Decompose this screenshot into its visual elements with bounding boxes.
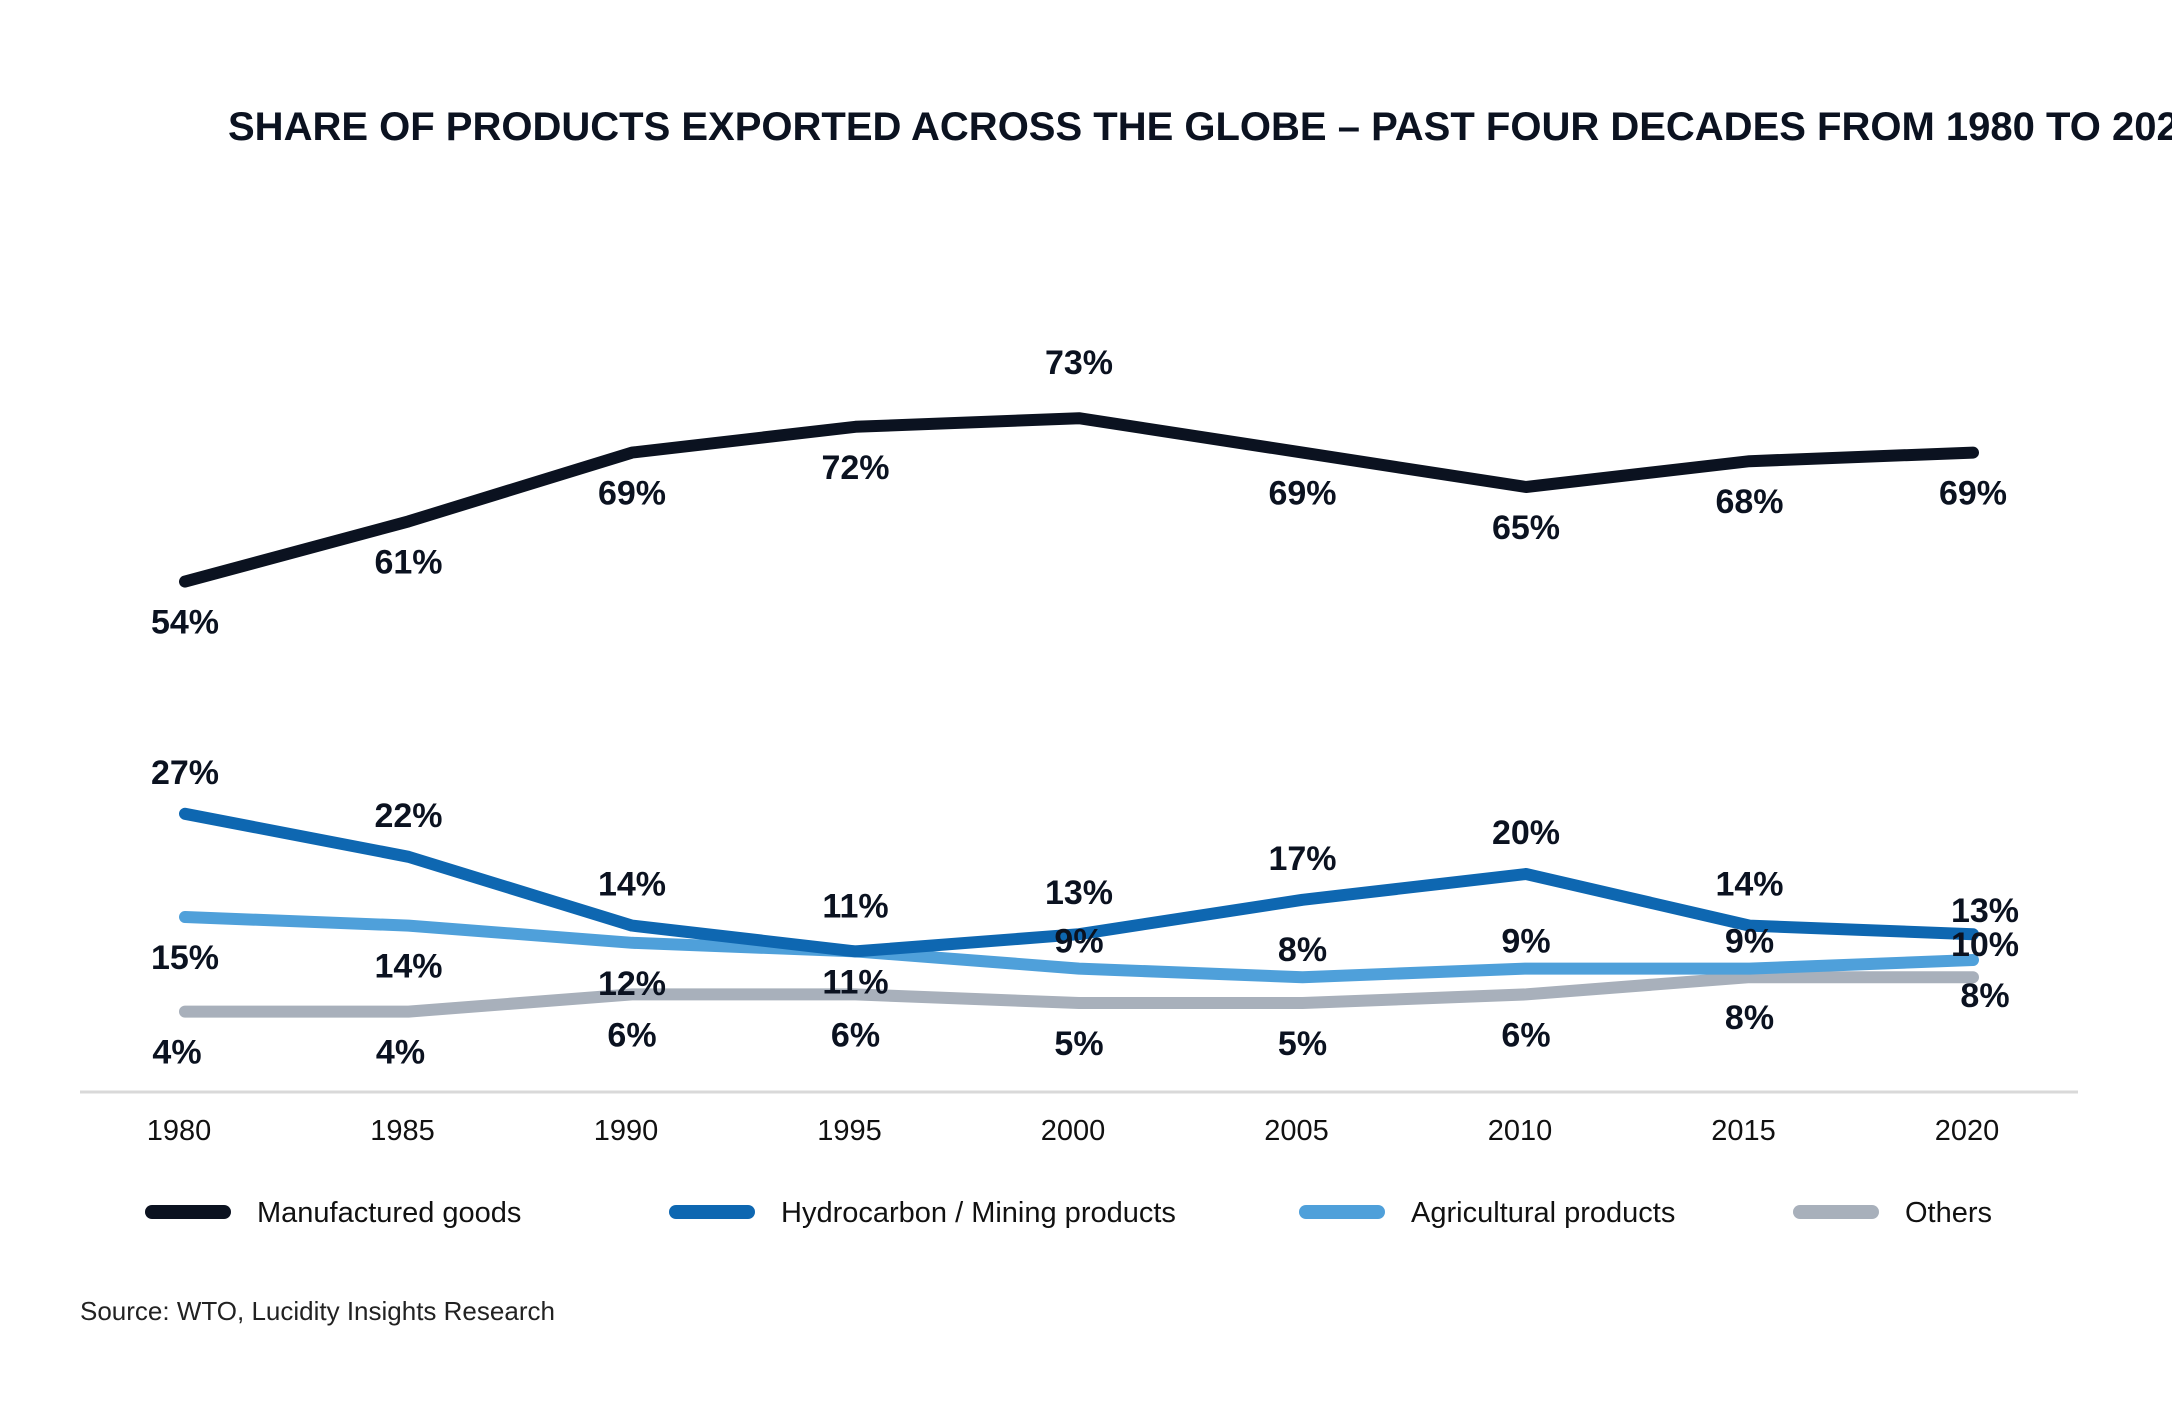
x-tick-label-2005: 2005 xyxy=(1264,1115,1329,1147)
legend: Manufactured goods Hydrocarbon / Mining p… xyxy=(145,1197,1992,1229)
value-label-manufactured-goods-2010: 65% xyxy=(1492,509,1560,547)
value-label-manufactured-goods-2020: 69% xyxy=(1939,475,2007,513)
value-label-agricultural-products-2015: 9% xyxy=(1725,923,1774,961)
value-labels-layer: 54% 61% 69% 72% 73% 69% 65% 68% 69% 27% 22% 14% 11% 1… xyxy=(151,344,2019,1071)
value-label-hydrocarbon-mining-products-1985: 22% xyxy=(374,797,442,835)
value-label-manufactured-goods-2000: 73% xyxy=(1045,344,1113,382)
value-label-manufactured-goods-1985: 61% xyxy=(374,543,442,581)
value-label-agricultural-products-2000: 9% xyxy=(1054,923,1103,961)
legend-label-agricultural-products: Agricultural products xyxy=(1411,1197,1675,1229)
x-tick-label-1995: 1995 xyxy=(817,1115,882,1147)
x-tick-label-2010: 2010 xyxy=(1488,1115,1553,1147)
legend-label-others: Others xyxy=(1905,1197,1992,1229)
source-note: Source: WTO, Lucidity Insights Research xyxy=(80,1296,555,1326)
value-label-others-2005: 5% xyxy=(1278,1025,1327,1063)
value-label-others-2010: 6% xyxy=(1501,1016,1550,1054)
value-label-others-2000: 5% xyxy=(1054,1025,1103,1063)
value-label-hydrocarbon-mining-products-1990: 14% xyxy=(598,866,666,904)
x-tick-label-2020: 2020 xyxy=(1935,1115,2000,1147)
chart-title: SHARE OF PRODUCTS EXPORTED ACROSS THE GL… xyxy=(228,105,2172,149)
series-line-agricultural-products xyxy=(179,911,1979,984)
value-label-others-1980: 4% xyxy=(152,1034,201,1072)
value-label-manufactured-goods-2015: 68% xyxy=(1715,483,1783,521)
x-tick-label-2000: 2000 xyxy=(1041,1115,1106,1147)
value-label-manufactured-goods-1980: 54% xyxy=(151,604,219,642)
value-label-hydrocarbon-mining-products-2015: 14% xyxy=(1715,866,1783,904)
series-line-hydrocarbon-mining-products xyxy=(179,807,1979,958)
value-label-manufactured-goods-1995: 72% xyxy=(821,449,889,487)
value-label-hydrocarbon-mining-products-2005: 17% xyxy=(1268,840,1336,878)
value-label-hydrocarbon-mining-products-2020: 13% xyxy=(1951,892,2019,930)
x-tick-labels: 1980 1985 1990 1995 2000 2005 2010 2015 2020 xyxy=(147,1115,2000,1147)
value-label-agricultural-products-1985: 14% xyxy=(374,948,442,986)
value-label-hydrocarbon-mining-products-2000: 13% xyxy=(1045,874,1113,912)
legend-label-manufactured-goods: Manufactured goods xyxy=(257,1197,521,1229)
value-label-agricultural-products-2010: 9% xyxy=(1501,923,1550,961)
x-tick-label-1980: 1980 xyxy=(147,1115,212,1147)
value-label-hydrocarbon-mining-products-2010: 20% xyxy=(1492,814,1560,852)
value-label-agricultural-products-2020: 10% xyxy=(1951,926,2019,964)
x-tick-label-2015: 2015 xyxy=(1711,1115,1776,1147)
legend-label-hydrocarbon-mining-products: Hydrocarbon / Mining products xyxy=(781,1197,1176,1229)
value-label-agricultural-products-1980: 15% xyxy=(151,939,219,977)
value-label-agricultural-products-2005: 8% xyxy=(1278,931,1327,969)
value-label-agricultural-products-1990: 12% xyxy=(598,965,666,1003)
series-line-others xyxy=(179,971,1979,1018)
value-label-agricultural-products-1995: 11% xyxy=(822,963,888,1001)
series-layer xyxy=(179,412,1979,1018)
value-label-hydrocarbon-mining-products-1980: 27% xyxy=(151,754,219,792)
value-label-manufactured-goods-1990: 69% xyxy=(598,475,666,513)
value-label-others-2020: 8% xyxy=(1960,977,2009,1015)
x-tick-label-1985: 1985 xyxy=(370,1115,435,1147)
value-label-manufactured-goods-2005: 69% xyxy=(1268,475,1336,513)
series-line-manufactured-goods xyxy=(179,412,1979,588)
value-label-others-1995: 6% xyxy=(831,1016,880,1054)
value-label-others-1985: 4% xyxy=(376,1034,425,1072)
x-tick-label-1990: 1990 xyxy=(594,1115,659,1147)
value-label-others-2015: 8% xyxy=(1725,999,1774,1037)
value-label-hydrocarbon-mining-products-1995: 11% xyxy=(822,887,888,925)
value-label-others-1990: 6% xyxy=(607,1016,656,1054)
